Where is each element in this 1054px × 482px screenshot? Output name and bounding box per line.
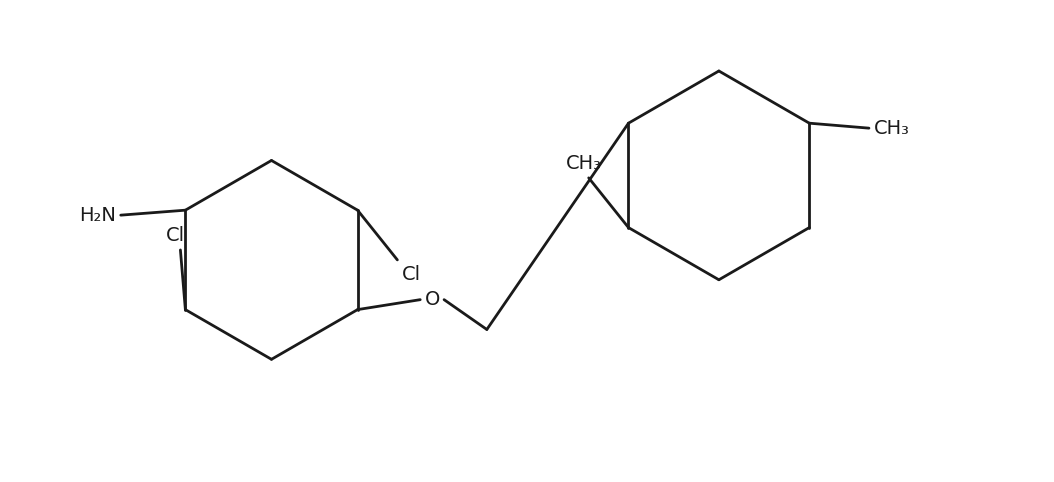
Text: Cl: Cl xyxy=(165,226,186,245)
Text: H₂N: H₂N xyxy=(79,206,116,225)
Text: CH₃: CH₃ xyxy=(566,154,602,173)
Text: Cl: Cl xyxy=(403,265,422,284)
Text: CH₃: CH₃ xyxy=(874,119,910,138)
Text: O: O xyxy=(425,290,440,309)
